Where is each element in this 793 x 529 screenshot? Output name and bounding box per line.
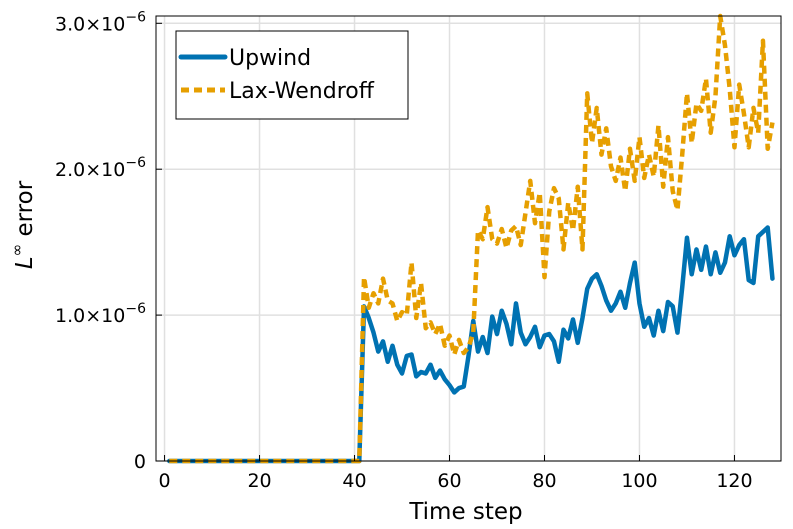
- y-tick-label: 1.0×10−6: [55, 301, 146, 327]
- x-tick-label: 20: [247, 470, 271, 492]
- y-axis-label-rest: error: [12, 180, 38, 244]
- plot-frame: [155, 15, 782, 462]
- x-tick-label: 0: [159, 470, 171, 492]
- y-axis-label: L∞ error: [8, 180, 38, 269]
- y-tick-label: 0: [134, 451, 146, 473]
- legend: Upwind Lax-Wendroff: [175, 30, 409, 120]
- x-tick-label: 100: [621, 470, 657, 492]
- legend-label-lax-wendroff: Lax-Wendroff: [229, 79, 375, 104]
- y-tick-label: 2.0×10−6: [55, 155, 146, 181]
- x-tick-labels: 0 20 40 60 80 100 120: [159, 455, 753, 492]
- legend-label-upwind: Upwind: [229, 46, 311, 71]
- x-axis-label: Time step: [408, 499, 522, 525]
- y-axis-label-superscript: ∞: [8, 244, 26, 257]
- x-tick-label: 120: [716, 470, 752, 492]
- x-tick-label: 40: [342, 470, 366, 492]
- series-line-lax-wendroff: [169, 13, 775, 464]
- y-axis-label-base: L: [12, 256, 38, 269]
- y-tick-labels: 0 1.0×10−6 2.0×10−6 3.0×10−6: [55, 9, 162, 473]
- x-tick-label: 60: [437, 470, 461, 492]
- legend-box: [175, 30, 409, 120]
- x-tick-label: 80: [532, 470, 556, 492]
- y-tick-label: 3.0×10−6: [55, 9, 146, 35]
